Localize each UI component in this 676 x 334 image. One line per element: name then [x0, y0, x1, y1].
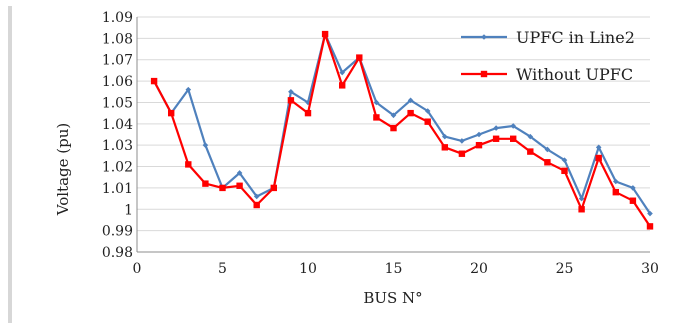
x-tick-label-0: 0 [133, 261, 142, 277]
series-1-point-10 [304, 109, 312, 117]
series-0-point-17 [424, 108, 431, 114]
series-1-point-11 [321, 30, 329, 38]
series-1-point-21 [492, 135, 500, 142]
y-tick-label-3: 1.01 [102, 181, 133, 197]
y-tick-label-7: 1.05 [102, 95, 133, 111]
series-0-point-19 [459, 138, 465, 144]
series-1-point-25 [561, 167, 568, 175]
x-tick-label-4: 20 [470, 261, 488, 277]
y-tick-label-2: 1 [124, 202, 133, 218]
series-0-point-12 [339, 69, 345, 76]
series-0-point-30 [647, 210, 653, 217]
x-tick-label-2: 10 [299, 261, 317, 277]
legend-label-1: Without UPFC [516, 65, 633, 84]
series-1-point-20 [475, 141, 483, 149]
x-tick-labels: 0 5 10 15 20 25 30 [133, 261, 659, 277]
series-1-point-22 [510, 135, 517, 142]
y-tick-label-1: 0.99 [102, 224, 133, 240]
y-tick-label-9: 1.07 [102, 53, 133, 69]
series-0-point-24 [544, 146, 551, 153]
series-1-point-5 [219, 184, 226, 192]
series-0-point-23 [527, 133, 534, 140]
x-tick-label-3: 15 [385, 261, 403, 277]
y-tick-label-4: 1.02 [102, 160, 133, 176]
series-0-point-14 [373, 99, 380, 106]
series-0-point-4 [202, 142, 209, 148]
y-tick-label-10: 1.08 [102, 31, 133, 47]
series-1-point-9 [287, 97, 295, 104]
series-1-point-3 [185, 161, 192, 168]
series-1-point-2 [168, 109, 175, 117]
y-axis-label: Voltage (pu) [54, 123, 72, 216]
legend-marker-0 [481, 34, 487, 40]
series-0-point-6 [236, 170, 243, 176]
series-1-point-16 [407, 109, 414, 117]
series-0-point-28 [613, 178, 619, 185]
series-1-point-19 [458, 150, 466, 157]
series-1-point-13 [356, 54, 363, 61]
series-0-point-22 [510, 123, 516, 129]
axes [136, 17, 650, 253]
y-tick-label-8: 1.06 [102, 74, 133, 90]
legend-marker-1 [480, 70, 488, 78]
series-line-1 [153, 32, 651, 228]
series-1-point-18 [441, 144, 448, 151]
series-0-point-27 [595, 144, 602, 151]
series-1-point-26 [578, 206, 585, 213]
series-line-0 [153, 32, 651, 215]
series-0-point-26 [578, 195, 585, 202]
y-tick-label-0: 0.98 [102, 245, 133, 261]
series-1-point-27 [595, 154, 602, 162]
series-1-point-29 [629, 197, 637, 204]
y-tick-label-6: 1.04 [102, 117, 133, 133]
series-1-point-30 [646, 223, 654, 230]
series-1-point-14 [373, 114, 380, 121]
series-1-point-7 [253, 201, 260, 209]
series-group [150, 30, 654, 230]
series-1-point-8 [270, 184, 277, 192]
series-0-point-15 [390, 112, 397, 119]
x-tick-label-6: 30 [641, 261, 659, 277]
gridlines [137, 16, 650, 232]
series-1-point-17 [424, 118, 431, 125]
series-0-point-7 [253, 193, 260, 200]
series-0-point-29 [630, 185, 636, 191]
y-tick-labels: 0.98 0.99 1 1.01 1.02 1.03 1.04 1.05 1.06 1.07 1.0… [102, 10, 133, 261]
y-tick-label-11: 1.09 [102, 10, 133, 26]
series-1-point-1 [150, 77, 158, 85]
left-border [8, 6, 12, 323]
x-tick-label-5: 25 [556, 261, 574, 277]
series-0-point-16 [407, 97, 414, 104]
series-1-point-28 [612, 188, 619, 196]
series-0-point-3 [185, 86, 192, 93]
legend: UPFC in Line2 Without UPFC [461, 28, 635, 84]
series-0-point-21 [493, 125, 499, 131]
series-0-point-9 [288, 88, 294, 95]
x-tick-label-1: 5 [218, 261, 227, 277]
series-1-point-23 [527, 148, 534, 155]
series-0-point-18 [442, 133, 448, 140]
series-1-point-15 [390, 124, 397, 132]
series-0-point-25 [561, 157, 568, 163]
x-axis-label: BUS N° [363, 289, 422, 307]
y-tick-label-5: 1.03 [102, 138, 133, 154]
series-1-point-4 [202, 180, 209, 187]
series-1-point-12 [339, 82, 346, 89]
series-1-point-6 [236, 182, 243, 189]
series-1-point-24 [544, 159, 551, 166]
series-0-point-20 [476, 131, 482, 138]
legend-label-0: UPFC in Line2 [516, 28, 635, 47]
